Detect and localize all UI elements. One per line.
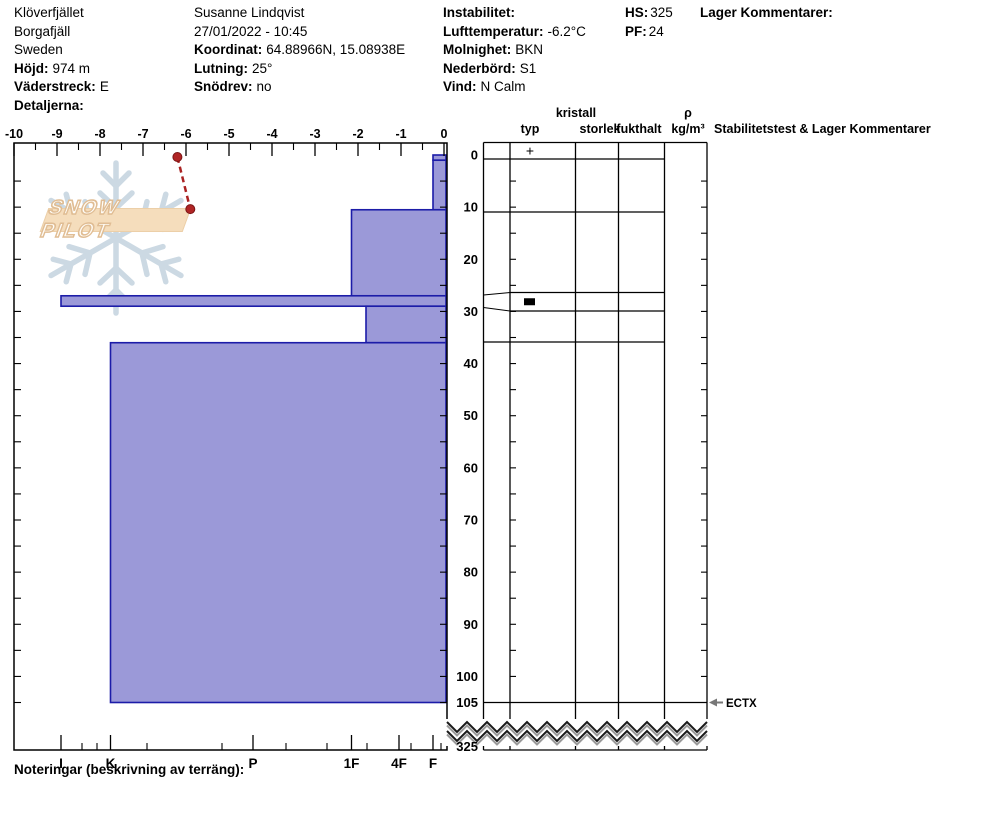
observer-name: Susanne Lindqvist	[194, 5, 305, 20]
depth-axis-label: 100	[456, 669, 478, 684]
temp-axis-label: -2	[352, 127, 363, 141]
header-hs-pf-column: HS: 325 PF: 24	[625, 4, 673, 41]
pit-depth-row: PF: 24	[625, 23, 664, 39]
hardness-axis-label: F	[429, 756, 437, 771]
depth-axis-label: 60	[464, 460, 478, 475]
terrain-notes-label: Noteringar (beskrivning av terräng):	[14, 762, 245, 777]
depth-axis-label: 0	[471, 148, 478, 163]
sky-cover-row: Molnighet: BKN	[443, 42, 543, 58]
column-header-storlek: storlek	[580, 122, 621, 136]
slope-angle-row: Lutning: 25°	[194, 60, 273, 76]
observation-datetime: 27/01/2022 - 10:45	[194, 23, 308, 39]
depth-axis-label: 20	[464, 252, 478, 267]
temp-axis-label: -7	[137, 127, 148, 141]
crystal-symbol: +	[526, 142, 534, 158]
temp-axis-label: -3	[309, 127, 320, 141]
depth-break-zigzag	[446, 724, 708, 737]
header-location-column: Klöverfjället Borgafjäll Sweden Höjd: 974…	[14, 4, 109, 116]
details-row: Detaljerna:	[14, 97, 84, 113]
snow-height-row: HS: 325	[625, 5, 673, 20]
snow-layer-bar	[60, 294, 447, 308]
temp-axis-label: -10	[5, 127, 23, 141]
snowflake-arm	[97, 235, 135, 316]
depth-axis-label: 70	[464, 513, 478, 528]
temp-axis-label: -4	[266, 127, 277, 141]
temp-axis-label: 0	[441, 127, 448, 141]
wind-row: Vind: N Calm	[443, 79, 526, 95]
column-header-kristall: kristall	[556, 106, 596, 120]
depth-break-zigzag	[446, 720, 708, 734]
depth-axis-label: 10	[464, 200, 478, 215]
column-header-fukthalt: fukthalt	[616, 122, 662, 136]
aspect-row: Väderstreck: E	[14, 79, 109, 95]
location-name: Klöverfjället	[14, 5, 84, 20]
depth-break-zigzag	[446, 729, 708, 743]
snowpilot-logo-text: SNOW PILOT	[36, 196, 124, 243]
thin-layer-connector	[483, 307, 511, 312]
instability-row: Instabilitet:	[443, 5, 516, 20]
temperature-point	[172, 152, 183, 162]
temp-axis-label: -9	[51, 127, 62, 141]
header-weather-column: Instabilitet: Lufttemperatur: -6.2°C Moln…	[443, 4, 586, 97]
hardness-axis-label: 4F	[391, 756, 407, 771]
depth-axis-label: 80	[464, 565, 478, 580]
snowpilot-logo-banner: SNOW PILOT	[36, 196, 192, 243]
snow-layer-bar	[365, 305, 447, 344]
snow-layer-bar	[350, 208, 447, 297]
header-observer-column: Susanne Lindqvist 27/01/2022 - 10:45 Koo…	[194, 4, 405, 97]
thin-layer-connector	[483, 292, 511, 296]
air-temperature-row: Lufttemperatur: -6.2°C	[443, 23, 586, 39]
depth-axis-label: 40	[464, 356, 478, 371]
total-snow-height-label: 325	[456, 739, 478, 754]
elevation-row: Höjd: 974 m	[14, 60, 91, 76]
temp-axis-label: -1	[395, 127, 406, 141]
precipitation-row: Nederbörd: S1	[443, 60, 537, 76]
column-header-density-units: kg/m³	[671, 122, 704, 136]
crystal-symbol-ice	[524, 298, 535, 306]
temp-axis-label: -8	[94, 127, 105, 141]
depth-axis-label: 105	[456, 695, 478, 710]
location-region: Borgafjäll	[14, 23, 71, 39]
column-header-stability-tests: Stabilitetstest & Lager Kommentarer	[714, 122, 931, 136]
layer-comments-row: Lager Kommentarer:	[700, 5, 833, 20]
column-header-typ: typ	[521, 122, 540, 136]
temp-axis-label: -6	[180, 127, 191, 141]
header-layer-comments-column: Lager Kommentarer:	[700, 4, 837, 23]
ect-arrow-head	[709, 698, 717, 707]
snow-layer-bar	[432, 159, 447, 211]
depth-axis-label: 90	[464, 617, 478, 632]
hardness-axis-label: 1F	[344, 756, 360, 771]
snow-layer-bar	[432, 154, 447, 162]
coordinates-row: Koordinat: 64.88966N, 15.08938E	[194, 42, 406, 58]
hardness-axis-label: P	[248, 756, 257, 771]
depth-break-band	[446, 719, 709, 746]
blowing-snow-row: Snödrev: no	[194, 79, 272, 95]
ect-result-label: ECTX	[726, 698, 757, 710]
column-header-density-symbol: ρ	[684, 106, 692, 120]
depth-axis-label: 50	[464, 408, 478, 423]
depth-axis-label: 30	[464, 304, 478, 319]
location-country: Sweden	[14, 42, 63, 58]
snow-layer-bar	[109, 341, 447, 704]
temp-axis-label: -5	[223, 127, 234, 141]
depth-break-zigzag	[446, 733, 708, 746]
